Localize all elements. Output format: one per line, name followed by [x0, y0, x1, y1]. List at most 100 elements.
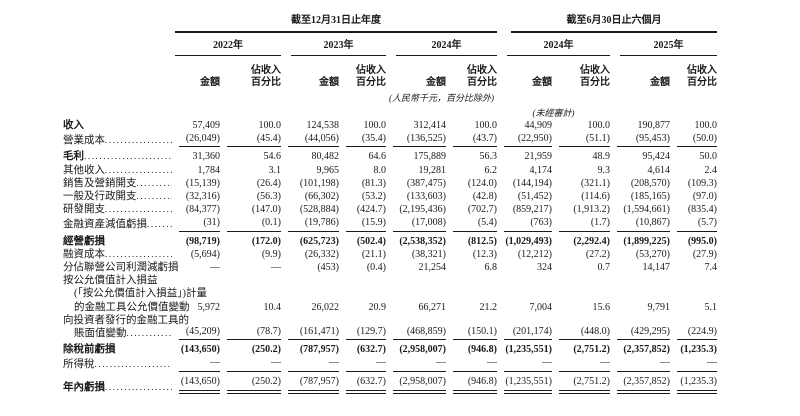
value-cell: 54.6 — [263, 151, 282, 163]
value-cell: (26,049) — [172, 132, 220, 148]
row-label: 一般及行政開支 — [63, 190, 172, 203]
value-cell: 57,409 — [192, 120, 221, 131]
value-cell: 5.1 — [704, 301, 718, 313]
spacer-cell — [610, 104, 717, 119]
value-cell: (2,958,007) — [399, 344, 446, 356]
value-cell: 9,965 — [316, 164, 340, 176]
value-cell: 21,254 — [418, 262, 447, 274]
value-cell: (448.0) — [552, 314, 610, 341]
value-cell: (429,295) — [610, 314, 670, 341]
value-cell: (2,357,852) — [623, 344, 670, 356]
value-cell: (632.7) — [356, 344, 386, 356]
value-cell: 100.0 — [258, 120, 282, 131]
value-cell: (136,525) — [386, 132, 446, 148]
value-cell: (51.1) — [552, 132, 610, 148]
table-row: 分佔聯營公司利潤減虧損 — — (453) (0.4) 21,254 6.8 324 0.7 14… — [63, 261, 717, 274]
value-cell: (78.7) — [220, 314, 281, 341]
pct-header: 佔收入 百分比 — [356, 65, 386, 88]
value-cell: 7.4 — [704, 262, 718, 274]
value-cell: 56.3 — [479, 151, 498, 163]
value-cell: (702.7) — [467, 204, 497, 216]
value-cell: 0.7 — [597, 262, 611, 274]
value-cell: (946.8) — [446, 372, 497, 394]
value-cell: (12.3) — [472, 248, 497, 260]
row-label: 按公允價值計入損益 (「按公允價值計入損益」)計量 的金融工具公允價值變動 — [63, 275, 207, 313]
table-row: 毛利 31,360 54.6 80,482 64.6 175,889 56.3 21,959 4… — [63, 147, 717, 163]
dot-leader — [105, 248, 172, 261]
value-cell: (1,235,551) — [505, 344, 552, 356]
value-cell: — — [552, 356, 610, 372]
value-cell: — — [339, 356, 386, 372]
value-cell: 80,482 — [311, 151, 340, 163]
value-cell: 21.2 — [479, 301, 498, 313]
spacer-cell — [63, 33, 172, 56]
value-cell: (2,195,436) — [399, 204, 446, 216]
value-cell: (84,377) — [185, 204, 220, 216]
value-cell: (2,751.2) — [573, 344, 610, 356]
amount-header: 金額 — [426, 77, 446, 88]
row-label: 銷售及營銷開支 — [63, 177, 172, 190]
period-group-header-row: 截至12月31日止年度 截至6月30日止六個月 — [63, 8, 717, 33]
value-cell: (133,603) — [406, 191, 446, 203]
pct-header: 佔收入 百分比 — [251, 65, 281, 88]
value-cell: — — [670, 356, 717, 372]
table-row: 一般及行政開支 (32,316) (56.3) (66,302) (53.2) (133,… — [63, 190, 717, 203]
value-cell: — — [281, 356, 339, 372]
value-cell: — — [386, 356, 446, 372]
value-cell: 26,022 — [311, 301, 340, 313]
value-cell: (453) — [317, 262, 339, 274]
year-2023: 2023年 — [281, 33, 386, 56]
row-label: 分佔聯營公司利潤減虧損 — [63, 262, 179, 274]
value-cell: (424.7) — [356, 204, 386, 216]
row-label: 年內虧損 — [63, 372, 172, 394]
value-cell: 6.2 — [484, 164, 498, 176]
value-cell: 64.6 — [368, 151, 387, 163]
value-cell: 14,147 — [642, 262, 671, 274]
dot-leader — [105, 381, 172, 394]
value-cell: (97.0) — [692, 191, 717, 203]
value-cell: (53.2) — [361, 191, 386, 203]
row-label: 營業成本 — [63, 132, 172, 147]
value-cell: (321.1) — [580, 177, 610, 189]
value-cell: 100.0 — [363, 120, 387, 131]
dot-leader — [127, 327, 173, 340]
value-cell: (812.5) — [467, 235, 497, 247]
value-cell: 324 — [537, 262, 552, 274]
value-cell: (1,235.3) — [670, 372, 717, 394]
value-cell: (995.0) — [687, 235, 717, 247]
value-cell: 100.0 — [587, 120, 611, 131]
value-cell: 124,538 — [306, 120, 340, 131]
value-cell: (1,594,661) — [623, 204, 670, 216]
value-cell: (250.2) — [220, 372, 281, 394]
value-cell: (468,859) — [386, 314, 446, 341]
value-cell: (12,212) — [517, 248, 552, 260]
annual-period-group: 截至12月31日止年度 — [172, 8, 497, 33]
dot-leader — [147, 218, 172, 231]
value-cell: (147.0) — [251, 204, 281, 216]
column-header-row: 金額 佔收入 百分比 金額 佔收入 百分比 金額 佔收入 百分比 金額 佔收入 百分比 … — [63, 56, 717, 89]
value-cell: (224.9) — [670, 314, 717, 341]
value-cell: 48.9 — [592, 151, 611, 163]
value-cell: (835.4) — [687, 204, 717, 216]
value-cell: 5,972 — [197, 301, 221, 313]
table-row: 收入 57,409 100.0 124,538 100.0 312,414 100.0 44,… — [63, 119, 717, 132]
row-label: 融資成本 — [63, 248, 172, 261]
row-label: 金融資產減值虧損 — [63, 216, 172, 231]
value-cell: 2.4 — [704, 164, 718, 176]
value-cell: — — [220, 356, 281, 372]
row-label: 除稅前虧損 — [63, 344, 116, 356]
value-cell: (2,751.2) — [552, 372, 610, 394]
value-cell: (5.7) — [670, 216, 717, 232]
year-2024-interim: 2024年 — [497, 33, 610, 56]
dot-leader — [105, 134, 172, 147]
table-row: 營業成本(26,049)(45.4)(44,056)(35.4)(136,525… — [63, 132, 717, 148]
value-cell: 44,909 — [524, 120, 553, 131]
value-cell: (56.3) — [256, 191, 281, 203]
row-label: 所得稅 — [63, 356, 172, 371]
value-cell: (9.9) — [261, 248, 281, 260]
dot-leader — [105, 203, 172, 216]
value-cell: (0.4) — [366, 262, 386, 274]
currency-note: (人民幣千元，百分比除外) — [389, 93, 494, 103]
dot-leader — [137, 190, 173, 203]
value-cell: (387,475) — [406, 177, 446, 189]
